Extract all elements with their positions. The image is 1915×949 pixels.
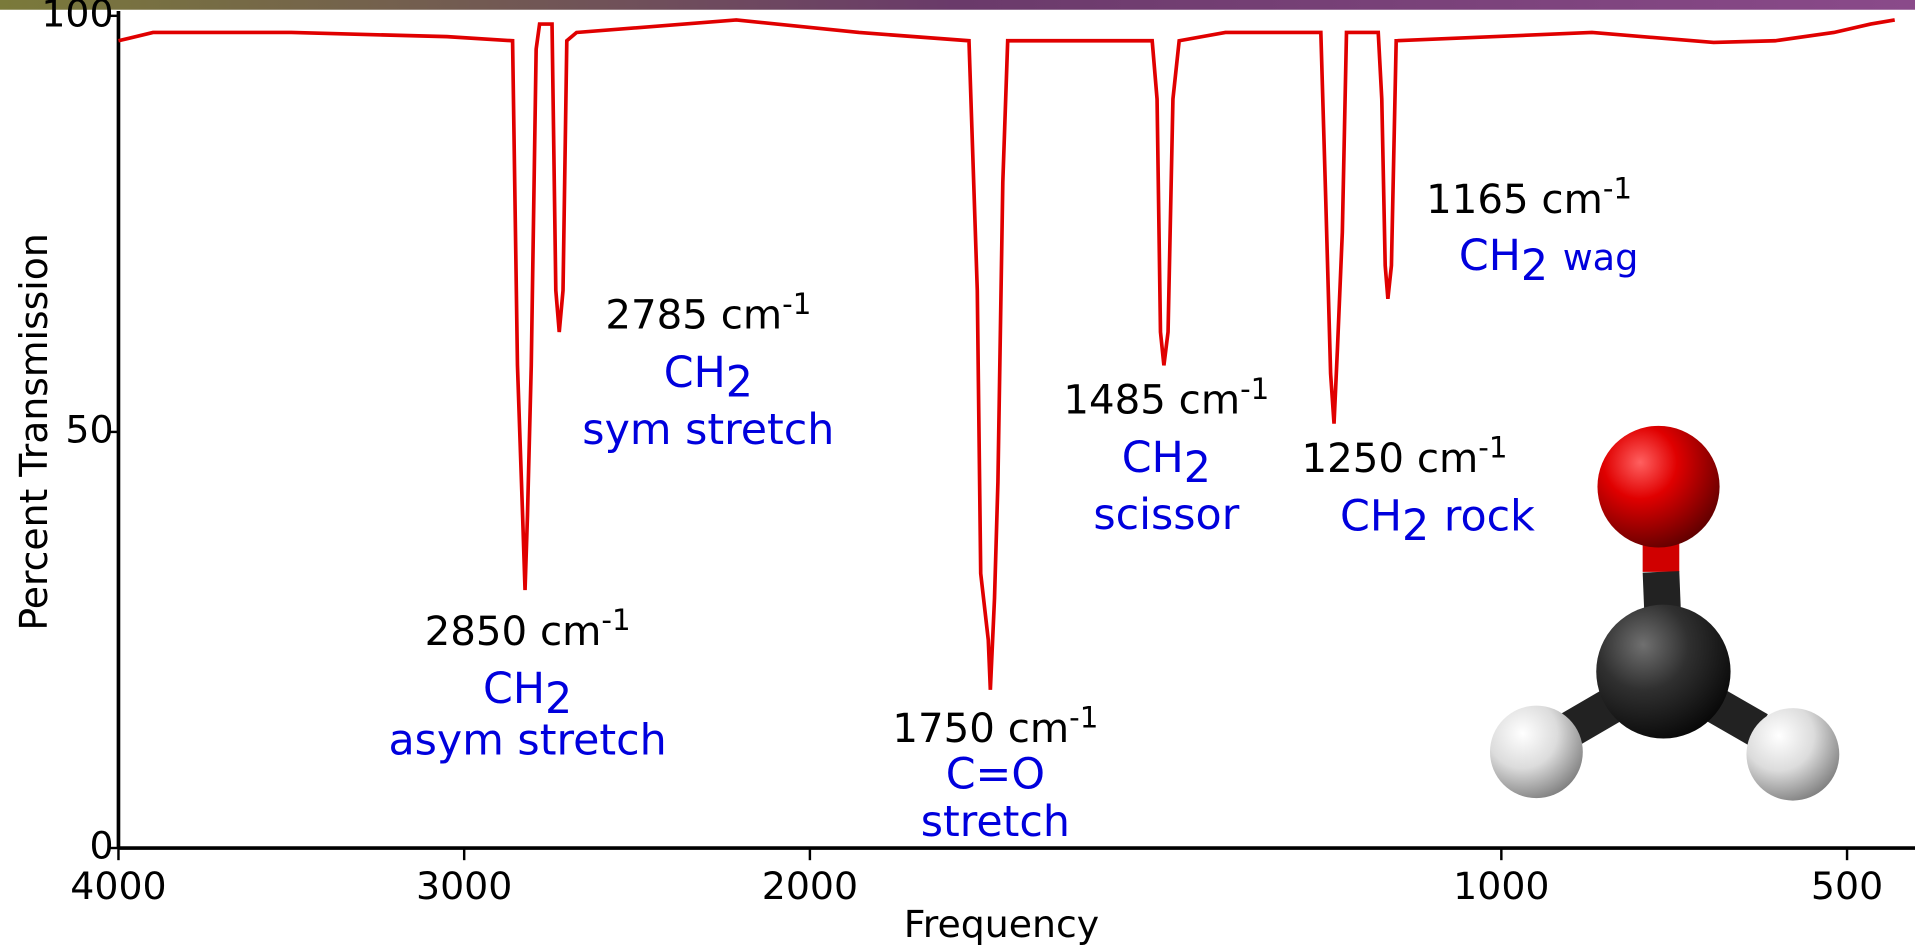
vibration-mode: wag <box>1563 236 1639 279</box>
hydrogen-atom <box>1490 706 1583 798</box>
vibration-group: CH2 <box>1122 433 1211 493</box>
frequency-unit-exponent: -1 <box>782 287 811 321</box>
vibration-group: CH2 wag <box>1459 231 1638 291</box>
group-formula: CH <box>1340 492 1402 542</box>
vibration-group: CH2 <box>664 348 753 408</box>
frequency-value: 1750 cm <box>892 706 1069 752</box>
peak-frequency: 2850 cm-1 <box>425 603 631 655</box>
y-tick-label: 0 <box>90 824 114 868</box>
x-tick-label: 500 <box>1811 864 1883 908</box>
frequency-unit-exponent: -1 <box>1478 431 1507 465</box>
group-formula: CH <box>483 664 545 714</box>
group-subscript: 2 <box>1402 501 1429 551</box>
carbon-atom <box>1596 605 1730 739</box>
frequency-value: 2785 cm <box>605 293 782 339</box>
group-formula: CH <box>1122 433 1184 483</box>
spectrum-line <box>118 20 1894 690</box>
chart: Percent Transmission Frequency 0 50 100 400… <box>0 0 1915 949</box>
x-tick-label: 1000 <box>1453 864 1549 908</box>
frequency-value: 1250 cm <box>1301 436 1478 482</box>
vibration-group: C=O <box>946 749 1045 799</box>
hydrogen-atom <box>1746 708 1839 800</box>
peak-frequency: 1250 cm-1 <box>1301 431 1507 483</box>
group-subscript: 2 <box>726 358 753 408</box>
molecule <box>1490 426 1839 801</box>
frequency-unit-exponent: -1 <box>1603 171 1632 205</box>
frequency-unit-exponent: -1 <box>1240 372 1269 406</box>
page: {"chart_data": {"type": "line", "xlabel"… <box>0 0 1915 949</box>
vibration-mode: rock <box>1444 492 1535 542</box>
vibration-mode: stretch <box>921 797 1070 847</box>
x-tick-label: 4000 <box>70 864 166 908</box>
y-tick-label: 100 <box>41 0 113 35</box>
peak-frequency: 1165 cm-1 <box>1426 171 1632 223</box>
y-tick-label: 50 <box>65 407 113 451</box>
x-axis-label: Frequency <box>904 902 1099 946</box>
group-formula: CH <box>664 348 726 398</box>
x-tick-label: 2000 <box>762 864 858 908</box>
x-tick-label: 3000 <box>416 864 512 908</box>
y-axis-label: Percent Transmission <box>12 233 56 630</box>
frequency-value: 1165 cm <box>1426 177 1603 223</box>
vibration-mode: sym stretch <box>582 405 834 455</box>
vibration-mode: scissor <box>1093 490 1239 540</box>
group-subscript: 2 <box>1184 443 1211 493</box>
frequency-value: 1485 cm <box>1063 378 1240 424</box>
vibration-group: CH2 rock <box>1340 492 1535 552</box>
frequency-value: 2850 cm <box>425 609 602 655</box>
frequency-unit-exponent: -1 <box>1069 701 1098 735</box>
peak-frequency: 1485 cm-1 <box>1063 372 1269 424</box>
peak-frequency: 2785 cm-1 <box>605 287 811 339</box>
group-formula: CH <box>1459 231 1521 281</box>
group-subscript: 2 <box>1521 241 1548 291</box>
vibration-mode: asym stretch <box>388 715 666 765</box>
frequency-unit-exponent: -1 <box>601 603 630 637</box>
peak-frequency: 1750 cm-1 <box>892 701 1098 753</box>
top-strip <box>0 0 1915 10</box>
oxygen-atom <box>1597 426 1719 548</box>
group-formula: C=O <box>946 749 1045 799</box>
